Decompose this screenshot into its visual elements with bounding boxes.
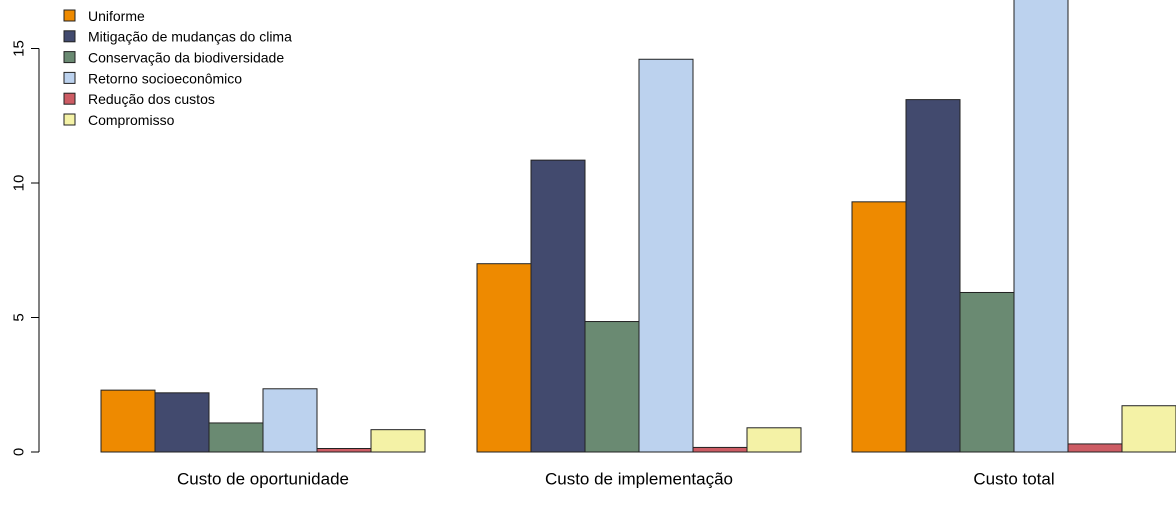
bar [262,388,318,453]
bars [100,0,1176,453]
legend: Uniforme Mitigação de mudanças do clima Co… [63,8,292,128]
bar [638,58,694,453]
category-label: Custo total [973,470,1054,489]
bar [154,392,210,453]
legend-label: Uniforme [88,8,145,24]
bar [208,422,264,453]
y-tick-label: 10 [10,175,27,192]
legend-label: Conservação da biodiversidade [88,50,284,66]
bar [1067,443,1123,453]
bar [100,389,156,453]
y-tick-label: 0 [10,448,27,456]
bar [746,427,802,453]
legend-swatch [63,9,76,22]
legend-swatch [63,92,76,105]
bar [1121,405,1176,453]
category-label: Custo de oportunidade [177,470,349,489]
bar [476,263,532,453]
legend-label: Redução dos custos [88,91,215,107]
bar [316,448,372,453]
y-axis: 0 5 10 15 [10,40,40,456]
bar [692,446,748,453]
y-tick-label: 15 [10,40,27,57]
category-label: Custo de implementação [545,470,733,489]
bar [584,321,640,453]
legend-label: Compromisso [88,112,175,128]
legend-swatch [63,51,76,64]
legend-swatch [63,113,76,126]
y-tick-label: 5 [10,313,27,321]
legend-label: Mitigação de mudanças do clima [88,29,292,45]
bar [851,201,907,453]
bar [905,99,961,453]
bar [959,291,1015,453]
legend-label: Retorno socioeconômico [88,70,242,86]
category-labels: Custo de oportunidade Custo de implementa… [177,470,1055,489]
bar [370,429,426,453]
bar [1013,0,1069,453]
legend-swatch [63,71,76,84]
legend-swatch [63,30,76,43]
bar [530,159,586,453]
